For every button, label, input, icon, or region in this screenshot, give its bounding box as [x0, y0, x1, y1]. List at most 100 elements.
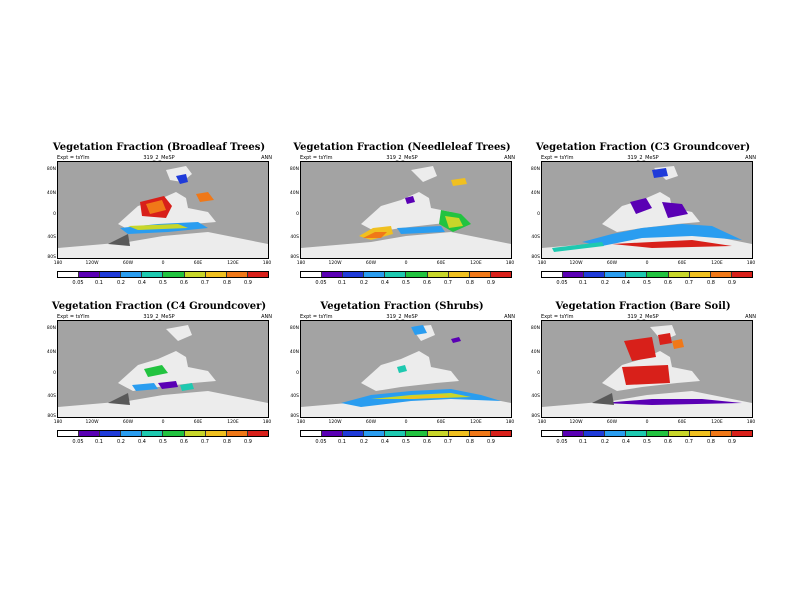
- colorbar-label: 0.05: [556, 439, 568, 445]
- colorbar-swatch: [626, 272, 648, 277]
- colorbar-label: 0.4: [622, 439, 630, 445]
- ytick-label: 0: [296, 212, 299, 217]
- colorbar-swatch: [364, 272, 386, 277]
- xtick-label: 180: [262, 420, 272, 425]
- period-label: ANN: [261, 155, 272, 161]
- colorbar-swatch: [322, 431, 344, 436]
- colorbar-swatch: [605, 431, 627, 436]
- colorbar-swatch: [668, 272, 690, 277]
- bare-soil-center: [622, 365, 670, 385]
- colorbar-swatch: [247, 431, 268, 436]
- bare-soil-east: [672, 339, 684, 349]
- colorbar-label: 0.1: [95, 280, 103, 286]
- xtick-label: 0: [645, 420, 649, 425]
- grey-wedge: [108, 234, 130, 246]
- colorbar-swatch: [448, 431, 470, 436]
- colorbar-label: 0.9: [728, 280, 736, 286]
- ytick-label: 0: [537, 371, 540, 376]
- xtick-label: 120W: [85, 420, 99, 425]
- colorbar-label: 0.05: [72, 439, 84, 445]
- colorbar-label: 0.9: [728, 439, 736, 445]
- c3-west: [630, 198, 652, 214]
- ytick-label: 40S: [290, 394, 299, 399]
- colorbar-swatch: [142, 272, 164, 277]
- colorbar-swatch: [689, 272, 711, 277]
- xtick-label: 0: [161, 261, 165, 266]
- colorbar-swatch: [385, 431, 407, 436]
- ytick-label: 40S: [531, 235, 540, 240]
- colorbar-label: 0.6: [664, 439, 672, 445]
- southern-land: [58, 391, 268, 417]
- needleleaf-band: [397, 226, 445, 234]
- ytick-label: 0: [296, 371, 299, 376]
- colorbar-label: 0.4: [381, 280, 389, 286]
- xtick-label: 60W: [606, 420, 618, 425]
- ytick-label: 80N: [530, 326, 540, 331]
- xtick-label: 60E: [436, 261, 446, 266]
- xtick-label: 60W: [122, 420, 134, 425]
- panel-title: Vegetation Fraction (C3 Groundcover): [535, 142, 751, 153]
- colorbar-swatch: [343, 272, 365, 277]
- c4-west: [144, 365, 168, 377]
- xtick-label: 180: [746, 420, 756, 425]
- grey-wedge: [592, 393, 614, 405]
- colorbar-swatch: [226, 272, 248, 277]
- needleleaf-spot: [405, 196, 415, 204]
- colorbar-label: 0.9: [487, 439, 495, 445]
- map-plot: [541, 320, 753, 418]
- run-label: 319_2_MeSP: [143, 155, 175, 161]
- colorbar-swatch: [584, 272, 606, 277]
- colorbar-label: 0.1: [338, 280, 346, 286]
- colorbar-label: 0.2: [117, 280, 125, 286]
- colorbar-swatch: [121, 431, 143, 436]
- colorbar-swatch: [563, 431, 585, 436]
- ytick-label: 40N: [530, 350, 540, 355]
- shrubs-band-core: [401, 395, 451, 399]
- xtick-label: 120E: [711, 261, 723, 266]
- experiment-label: Expt = tsYlm: [541, 155, 574, 161]
- colorbar-swatch: [163, 431, 185, 436]
- panel-title: Vegetation Fraction (Broadleaf Trees): [52, 142, 266, 153]
- bare-soil-north-east: [658, 333, 672, 345]
- xtick-label: 180: [537, 420, 547, 425]
- colorbar-swatch: [58, 272, 80, 277]
- ytick-label: 80S: [290, 414, 299, 419]
- run-label: 319_2_MeSP: [143, 314, 175, 320]
- xtick-label: 0: [404, 261, 408, 266]
- xtick-label: 180: [505, 420, 515, 425]
- colorbar-label: 0.2: [360, 280, 368, 286]
- map-panel-needleleaf-trees: Vegetation Fraction (Needleleaf Trees) E…: [287, 142, 517, 302]
- c4-band-east: [180, 383, 194, 391]
- xtick-label: 180: [296, 261, 306, 266]
- colorbar-swatch: [406, 272, 428, 277]
- xtick-label: 180: [537, 261, 547, 266]
- colorbar: [57, 430, 269, 437]
- colorbar-swatch: [647, 431, 669, 436]
- colorbar-swatch: [343, 431, 365, 436]
- colorbar-swatch: [184, 431, 206, 436]
- xtick-label: 180: [53, 420, 63, 425]
- xtick-label: 120W: [328, 420, 342, 425]
- ytick-label: 40S: [531, 394, 540, 399]
- colorbar-swatch: [301, 431, 323, 436]
- colorbar-swatch: [605, 272, 627, 277]
- colorbar-label: 0.9: [244, 280, 252, 286]
- grey-wedge: [108, 393, 130, 405]
- colorbar-swatch: [406, 431, 428, 436]
- colorbar-swatch: [100, 431, 122, 436]
- shrubs-spot: [397, 365, 407, 373]
- ytick-label: 40S: [290, 235, 299, 240]
- c3-band: [582, 224, 742, 246]
- colorbar-label: 0.05: [72, 280, 84, 286]
- run-label: 319_2_MeSP: [627, 155, 659, 161]
- colorbar-swatch: [163, 272, 185, 277]
- colorbar-label: 0.05: [556, 280, 568, 286]
- colorbar-label: 0.7: [444, 439, 452, 445]
- colorbar-swatch: [121, 272, 143, 277]
- c3-east: [662, 202, 688, 218]
- southern-land: [301, 232, 511, 258]
- ytick-label: 40N: [530, 191, 540, 196]
- colorbar-swatch: [448, 272, 470, 277]
- experiment-label: Expt = tsYlm: [57, 155, 90, 161]
- colorbar-swatch: [205, 431, 227, 436]
